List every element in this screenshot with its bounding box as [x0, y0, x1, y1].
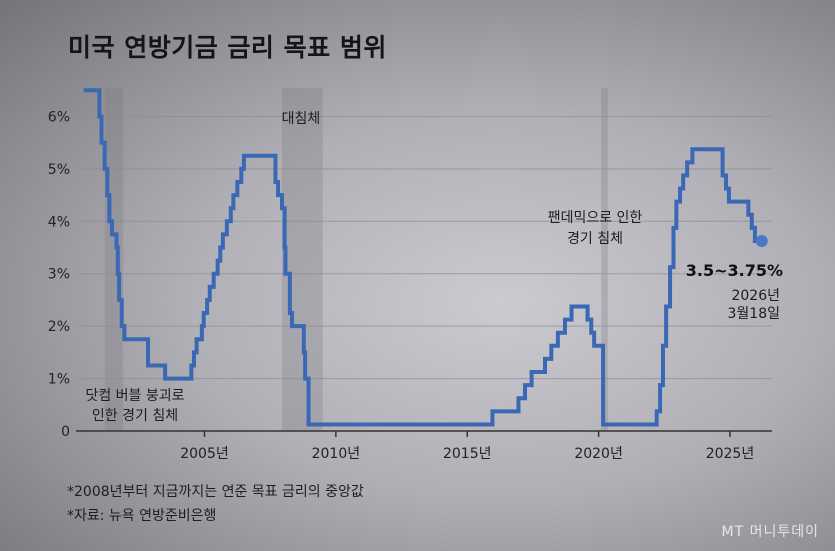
- latest-value-label: 3.5~3.75%: [686, 261, 783, 280]
- y-tick-label: 4%: [48, 214, 70, 230]
- recession-shade: [104, 88, 124, 431]
- annotation-dotcom: 닷컴 버블 붕괴로: [85, 388, 184, 404]
- footnote-source: *자료: 뉴욕 연방준비은행: [67, 508, 217, 524]
- y-tick-label: 6%: [48, 109, 70, 125]
- y-tick-label: 3%: [48, 267, 70, 283]
- annotation-pandemic: 팬데믹으로 인한: [548, 210, 643, 226]
- chart-title: 미국 연방기금 금리 목표 범위: [68, 33, 387, 62]
- x-tick-label: 2005년: [180, 446, 229, 462]
- watermark-logo: MT 머니투데이: [721, 524, 819, 540]
- latest-point: [755, 234, 768, 247]
- y-tick-label: 2%: [48, 319, 70, 335]
- x-tick-label: 2015년: [443, 446, 492, 462]
- y-tick-label: 1%: [48, 372, 70, 388]
- recession-shade: [601, 88, 608, 431]
- y-tick-label: 0: [61, 424, 70, 440]
- latest-date-label: 2026년: [731, 288, 780, 304]
- annotation-dotcom: 인한 경기 침체: [92, 408, 178, 424]
- footnote-median: *2008년부터 지금까지는 연준 목표 금리의 중앙값: [67, 484, 364, 500]
- x-tick-label: 2020년: [574, 446, 623, 462]
- x-tick-label: 2025년: [706, 446, 755, 462]
- annotation-great-recession: 대침체: [282, 111, 321, 127]
- annotation-pandemic: 경기 침체: [567, 231, 623, 247]
- rate-line: [83, 88, 762, 427]
- x-tick-label: 2010년: [312, 446, 361, 462]
- latest-date-label: 3월18일: [728, 306, 780, 322]
- y-tick-label: 5%: [48, 162, 70, 178]
- recession-shade: [282, 88, 323, 431]
